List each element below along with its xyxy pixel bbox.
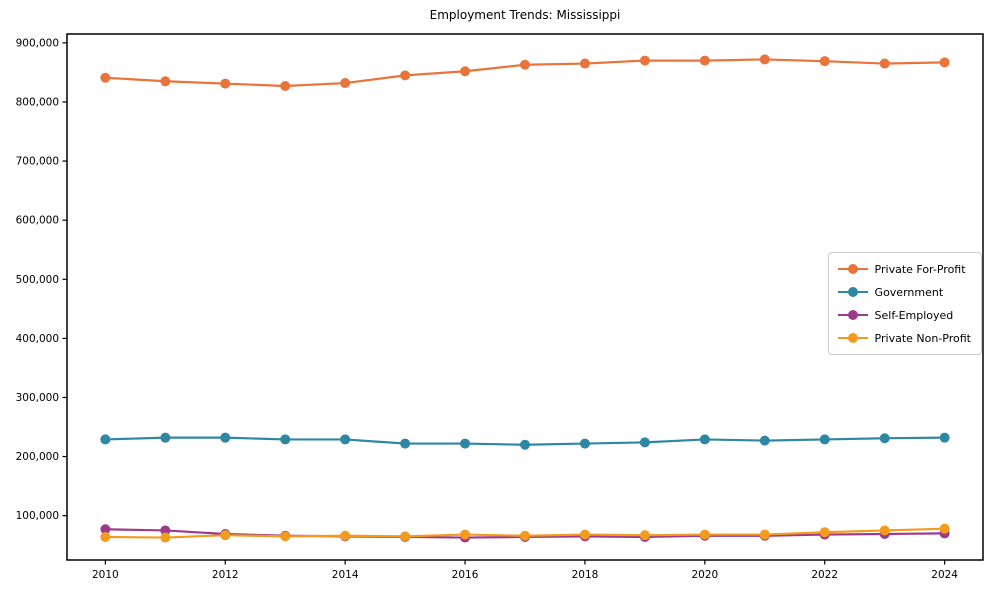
data-point (340, 78, 351, 89)
data-point (939, 57, 950, 68)
legend-marker-dot (847, 264, 858, 274)
legend-line-marker-icon (837, 332, 868, 344)
data-point (520, 530, 530, 541)
legend-marker-dot (847, 333, 858, 343)
data-point (460, 66, 471, 77)
data-point (280, 81, 291, 92)
data-point (400, 70, 411, 81)
x-tick-label: 2010 (92, 569, 119, 581)
data-point (699, 55, 710, 66)
data-point (520, 439, 530, 450)
data-point (160, 432, 171, 443)
y-tick-label: 500,000 (16, 274, 59, 286)
data-point (280, 434, 291, 445)
data-point (160, 525, 171, 536)
legend-item-private-non-profit: Private Non-Profit (837, 329, 971, 347)
x-tick-label: 2016 (452, 569, 479, 581)
legend-label: Government (874, 285, 944, 299)
data-point (819, 434, 830, 445)
plot-border (66, 33, 984, 561)
y-tick-label: 800,000 (16, 96, 59, 108)
y-tick-label: 200,000 (16, 451, 59, 463)
data-point (879, 58, 890, 69)
legend-line-marker-icon (837, 263, 868, 275)
data-point (400, 438, 411, 449)
data-point (879, 525, 890, 536)
data-point (579, 438, 590, 449)
y-tick-label: 700,000 (16, 156, 59, 168)
data-point (100, 434, 111, 445)
legend-label: Private For-Profit (874, 262, 966, 276)
legend-line-marker-icon (837, 309, 868, 321)
y-tick-label: 400,000 (16, 333, 59, 345)
legend-label: Private Non-Profit (874, 331, 971, 345)
data-point (100, 72, 111, 83)
data-point (819, 56, 830, 67)
x-tick-label: 2018 (572, 569, 599, 581)
legend-marker-dot (847, 287, 858, 297)
legend-line-marker-icon (837, 286, 868, 298)
data-point (759, 435, 770, 446)
data-point (100, 524, 111, 535)
y-tick-label: 600,000 (16, 215, 59, 227)
data-point (759, 529, 770, 540)
y-tick-label: 900,000 (16, 37, 59, 49)
y-tick-label: 100,000 (16, 510, 59, 522)
data-point (460, 529, 471, 540)
data-point (699, 434, 710, 445)
data-point (819, 527, 830, 538)
data-point (579, 58, 590, 69)
data-point (160, 532, 171, 543)
data-point (220, 78, 231, 89)
data-point (340, 434, 351, 445)
data-point (220, 432, 231, 443)
data-point (520, 59, 530, 70)
x-tick-label: 2012 (212, 569, 239, 581)
data-point (759, 54, 770, 65)
data-point (400, 531, 411, 542)
data-point (280, 531, 291, 542)
data-point (699, 529, 710, 540)
legend-label: Self-Employed (874, 308, 954, 322)
data-point (639, 437, 650, 448)
chart-title: Employment Trends: Mississippi (429, 8, 621, 22)
data-point (340, 530, 351, 541)
data-point (639, 530, 650, 541)
x-tick-label: 2014 (332, 569, 359, 581)
data-point (100, 531, 111, 542)
chart-legend: Private For-Profit Government Self-Employe… (827, 252, 982, 355)
y-tick-label: 300,000 (16, 392, 59, 404)
data-point (160, 76, 171, 87)
x-tick-label: 2020 (691, 569, 718, 581)
data-point (939, 523, 950, 534)
x-tick-label: 2022 (811, 569, 838, 581)
data-point (220, 530, 231, 541)
data-point (639, 55, 650, 66)
legend-item-self-employed: Self-Employed (837, 306, 971, 324)
x-tick-label: 2024 (931, 569, 958, 581)
data-point (879, 433, 890, 444)
data-point (579, 529, 590, 540)
data-point (939, 432, 950, 443)
data-point (460, 438, 471, 449)
legend-item-private-for-profit: Private For-Profit (837, 260, 971, 278)
legend-marker-dot (847, 310, 858, 320)
legend-item-government: Government (837, 283, 971, 301)
